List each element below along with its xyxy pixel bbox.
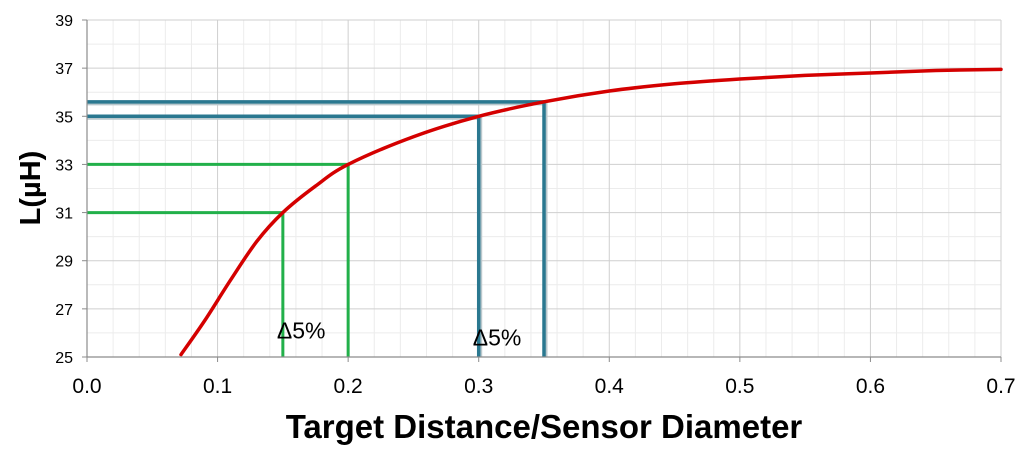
x-tick-label: 0.5 <box>725 375 754 398</box>
y-tick-label: 29 <box>55 254 73 271</box>
series-group <box>179 67 1003 357</box>
reference-line-shadow <box>87 102 548 357</box>
annotations: Δ5% Δ5% <box>277 318 521 351</box>
y-tick-label: 31 <box>55 206 73 223</box>
x-tick-label: 0.4 <box>595 375 625 398</box>
x-tick-label: 0.1 <box>203 375 232 398</box>
y-tick-label: 27 <box>55 302 73 319</box>
y-tick-label: 25 <box>55 350 73 367</box>
tick-labels: 0.0 0.1 0.2 0.3 0.4 0.5 0.6 0.7 25 27 29 31 33 35 37 39 <box>55 13 1015 398</box>
delta-annotation: Δ5% <box>277 318 326 344</box>
delta-annotation: Δ5% <box>473 325 522 351</box>
axes <box>82 19 1002 362</box>
x-tick-label: 0.2 <box>334 375 363 398</box>
series-line <box>179 67 1003 357</box>
y-tick-label: 35 <box>55 109 73 126</box>
x-tick-label: 0.6 <box>856 375 885 398</box>
x-tick-label: 0.0 <box>72 375 101 398</box>
x-tick-label: 0.7 <box>986 375 1015 398</box>
y-tick-label: 33 <box>55 157 73 174</box>
y-tick-label: 39 <box>55 13 73 30</box>
y-axis-title: L(µH) <box>15 151 47 226</box>
x-axis-title: Target Distance/Sensor Diameter <box>286 408 803 445</box>
x-tick-label: 0.3 <box>464 375 493 398</box>
reference-line-shadow <box>87 116 483 357</box>
y-tick-label: 37 <box>55 61 73 78</box>
